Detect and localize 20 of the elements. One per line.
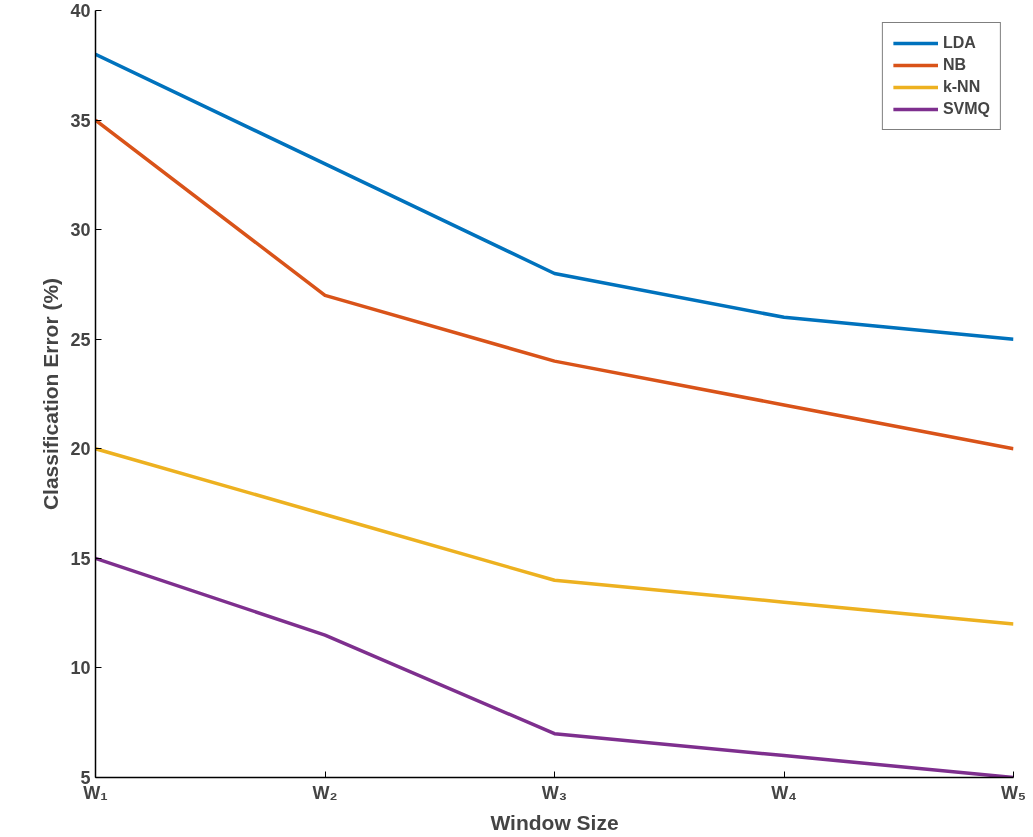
y-tick-label: 40 [70,1,91,21]
y-axis-title: Classification Error (%) [39,277,63,511]
x-tick-label: W₄ [771,782,797,803]
line-series [95,52,1014,341]
y-tick-label: 20 [70,439,91,460]
legend-label: k-NN [942,78,981,96]
y-tick-label: 25 [70,329,91,350]
line-series [95,447,1014,626]
legend-label: NB [942,56,966,74]
legend-label: LDA [942,34,976,52]
y-tick-label: 10 [70,658,91,679]
x-axis-title: Window Size [490,810,619,834]
y-tick-label: 15 [70,548,91,569]
y-tick-label: 30 [70,220,91,241]
x-tick-label: W₅ [1000,782,1027,803]
legend-label: SVMQ [942,100,990,118]
x-tick-label: W₃ [541,782,568,803]
line-series [95,118,1014,451]
y-tick-label: 35 [70,110,91,131]
x-tick-label: W₂ [312,782,338,803]
